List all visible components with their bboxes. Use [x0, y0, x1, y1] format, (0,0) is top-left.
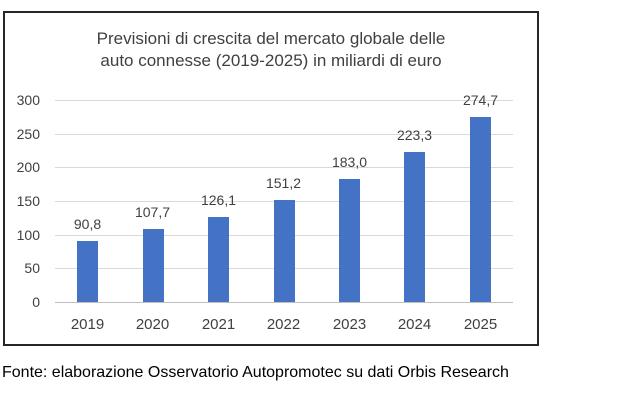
y-axis-tick-label: 100 — [16, 227, 40, 243]
y-axis-tick-label: 150 — [16, 193, 40, 209]
bar-2019 — [77, 241, 98, 302]
x-axis-tick-label: 2019 — [70, 316, 105, 333]
chart-area: Previsioni di crescita del mercato globa… — [5, 13, 537, 344]
source-note: Fonte: elaborazione Osservatorio Autopro… — [2, 364, 509, 381]
y-axis-tick-label: 200 — [16, 159, 40, 175]
bar-value-label: 90,8 — [73, 216, 102, 232]
x-axis-tick-label: 2020 — [135, 316, 170, 333]
bar-value-label: 151,2 — [265, 175, 302, 191]
bar-2021 — [208, 217, 229, 302]
gridline — [55, 167, 513, 168]
bar-value-label: 223,3 — [396, 127, 433, 143]
y-axis-tick-label: 50 — [24, 260, 40, 276]
bar-2025 — [470, 117, 491, 302]
x-axis-tick-label: 2023 — [332, 316, 367, 333]
chart-frame: Previsioni di crescita del mercato globa… — [3, 11, 539, 346]
bar-2020 — [143, 229, 164, 302]
x-axis-tick-label: 2024 — [397, 316, 432, 333]
x-axis-tick-label: 2021 — [201, 316, 236, 333]
bar-value-label: 126,1 — [200, 192, 237, 208]
bar-2022 — [274, 200, 295, 302]
y-axis-tick-label: 250 — [16, 126, 40, 142]
bar-value-label: 107,7 — [134, 204, 171, 220]
bar-value-label: 274,7 — [462, 92, 499, 108]
chart-title: Previsioni di crescita del mercato globa… — [5, 28, 537, 72]
y-axis-tick-label: 300 — [16, 92, 40, 108]
bar-value-label: 183,0 — [331, 154, 368, 170]
chart-title-line1: Previsioni di crescita del mercato globa… — [96, 29, 446, 48]
x-axis-tick-label: 2025 — [463, 316, 498, 333]
chart-title-line2: auto connesse (2019-2025) in miliardi di… — [100, 51, 442, 70]
y-axis-tick-label: 0 — [32, 294, 40, 310]
bar-2024 — [404, 152, 425, 302]
x-axis-line — [55, 302, 513, 303]
gridline — [55, 134, 513, 135]
x-axis-tick-label: 2022 — [266, 316, 301, 333]
bar-2023 — [339, 179, 360, 302]
gridline — [55, 100, 513, 101]
